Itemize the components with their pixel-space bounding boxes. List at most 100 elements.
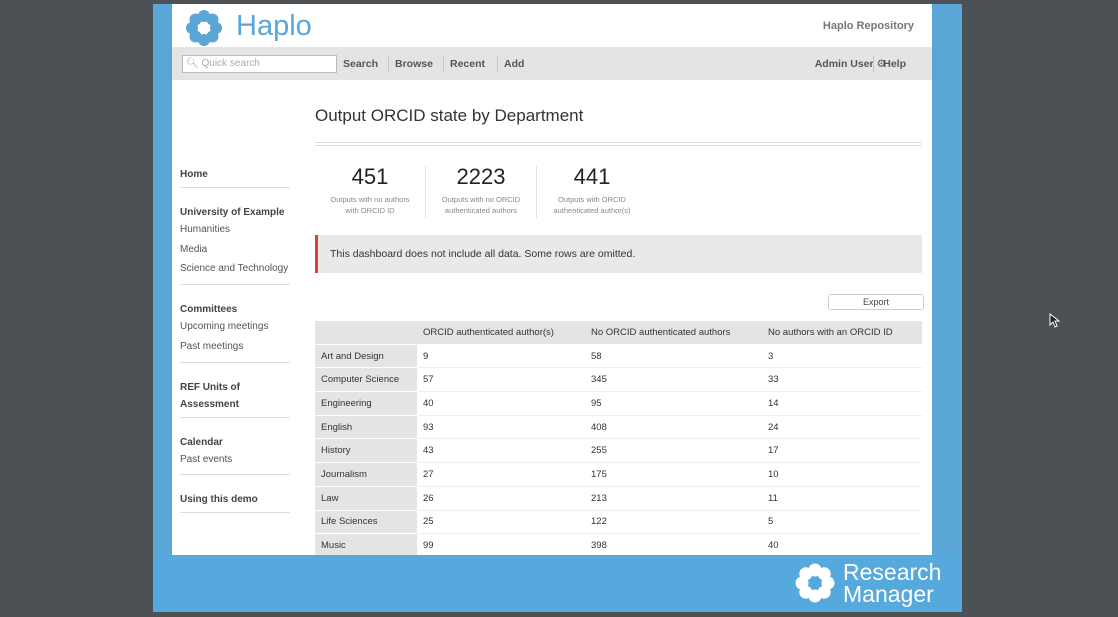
cell: 43 xyxy=(417,438,585,464)
row-label: Art and Design xyxy=(315,344,417,369)
sidebar-heading[interactable]: Home xyxy=(180,169,208,180)
corner-cell xyxy=(315,321,417,345)
row-label: History xyxy=(315,438,417,464)
separator xyxy=(388,55,389,73)
separator xyxy=(443,55,444,73)
sidebar-divider xyxy=(180,284,290,286)
row-label: Computer Science xyxy=(315,367,417,393)
brand-text: Research xyxy=(843,559,942,585)
sidebar-link[interactable]: Past meetings xyxy=(180,340,244,352)
table-row: Art and Design 9 58 3 xyxy=(315,344,922,369)
cell: 122 xyxy=(585,510,762,535)
cell: 25 xyxy=(417,510,585,535)
cell: 57 xyxy=(417,367,585,393)
stat-label: Outputs with no ORCID authenticated auth… xyxy=(441,195,521,215)
header-row: ORCID authenticated author(s) No ORCID au… xyxy=(315,321,922,345)
table-row: Computer Science 57 345 33 xyxy=(315,367,922,393)
sidebar-divider xyxy=(180,187,290,188)
cell: 95 xyxy=(585,391,762,416)
sidebar-link[interactable]: Science and Technology xyxy=(180,263,289,275)
cell: 3 xyxy=(762,344,922,369)
column-header: No ORCID authenticated authors xyxy=(585,321,762,345)
cell: 11 xyxy=(762,486,922,511)
notice: This dashboard does not include all data… xyxy=(315,235,922,273)
cell: 175 xyxy=(585,462,762,487)
stat-value: 451 xyxy=(351,164,389,189)
stat-divider xyxy=(536,166,537,218)
row-label: Law xyxy=(315,486,417,511)
nav-link[interactable]: Browse xyxy=(395,58,433,70)
sidebar-link[interactable]: Upcoming meetings xyxy=(180,321,269,333)
sidebar-link[interactable]: Humanities xyxy=(180,224,231,235)
export-button[interactable]: Export xyxy=(828,294,924,310)
rule xyxy=(315,145,922,146)
stat-label: Outputs with ORCID authenticated author(… xyxy=(553,195,631,215)
user-name: Admin User xyxy=(814,58,874,70)
cell: 5 xyxy=(762,510,922,535)
sidebar-divider xyxy=(180,512,290,514)
header: Haplo Haplo Repository xyxy=(172,4,932,47)
sidebar-heading[interactable]: Calendar xyxy=(180,436,223,448)
data-table: ORCID authenticated author(s) No ORCID au… xyxy=(315,321,922,555)
cell: 17 xyxy=(762,438,922,464)
cell: 398 xyxy=(585,533,762,555)
row-label: Journalism xyxy=(315,462,417,487)
nav-link[interactable]: Add xyxy=(504,58,525,70)
footer-logo-icon xyxy=(795,563,835,603)
row-label: Engineering xyxy=(315,391,417,416)
rule xyxy=(315,142,922,143)
sidebar-heading[interactable]: Committees xyxy=(180,304,238,316)
cell: 213 xyxy=(585,486,762,511)
mouse-cursor xyxy=(1049,313,1061,328)
sidebar-divider xyxy=(180,474,290,476)
brand-text: Manager xyxy=(843,581,934,607)
nav-link[interactable]: Recent xyxy=(450,58,486,70)
table-row: Engineering 40 95 14 xyxy=(315,391,922,416)
nav-link[interactable]: Search xyxy=(343,58,379,70)
cell: 40 xyxy=(417,391,585,416)
stat: 451 Outputs with no authors with ORCID ID xyxy=(315,164,425,216)
cell: 345 xyxy=(585,367,762,393)
sidebar-heading[interactable]: Using this demo xyxy=(180,494,258,506)
sidebar-heading[interactable]: REF Units of Assessment xyxy=(180,381,240,410)
quick-search[interactable]: 🔍︎ Quick search xyxy=(182,55,337,73)
stat: 441 Outputs with ORCID authenticated auth… xyxy=(537,164,647,216)
sidebar-divider xyxy=(180,416,290,418)
cell: 255 xyxy=(585,438,762,464)
row-label: English xyxy=(315,415,417,440)
table-row: History 43 255 17 xyxy=(315,438,922,464)
help-link[interactable]: Help xyxy=(883,58,906,70)
column-header: No authors with an ORCID ID xyxy=(762,321,922,345)
repository-name: Haplo Repository xyxy=(822,20,914,32)
search-placeholder: Quick search xyxy=(201,58,260,69)
cell: 9 xyxy=(417,344,585,369)
cell: 24 xyxy=(762,415,922,440)
sidebar-heading[interactable]: University of Example xyxy=(180,207,285,218)
cell: 10 xyxy=(762,462,922,487)
page-title: Output ORCID state by Department xyxy=(315,106,584,125)
page: Haplo Haplo Repository 🔍︎ Quick search A… xyxy=(172,4,932,555)
admin-user[interactable]: Admin User ⚙ xyxy=(814,58,886,70)
footer-band: Research Manager xyxy=(153,555,962,612)
table-row: Music 99 398 40 xyxy=(315,533,922,555)
cell: 93 xyxy=(417,415,585,440)
separator xyxy=(873,55,874,73)
cell: 99 xyxy=(417,533,585,555)
table-row: Life Sciences 25 122 5 xyxy=(315,510,922,535)
stat-value: 441 xyxy=(573,164,611,189)
cell: 58 xyxy=(585,344,762,369)
logo[interactable]: Haplo xyxy=(236,10,312,42)
row-label: Music xyxy=(315,533,417,555)
sidebar-link[interactable]: Media xyxy=(180,243,208,255)
separator xyxy=(497,55,498,73)
table-row: English 93 408 24 xyxy=(315,415,922,440)
stat: 2223 Outputs with no ORCID authenticated … xyxy=(426,164,536,216)
column-header: ORCID authenticated author(s) xyxy=(417,321,585,345)
stat-value: 2223 xyxy=(456,164,506,189)
sidebar-link[interactable]: Past events xyxy=(180,453,233,465)
logo-icon xyxy=(186,10,222,46)
nav-bar: 🔍︎ Quick search Admin User ⚙ Help Search… xyxy=(172,47,932,80)
cell: 27 xyxy=(417,462,585,487)
table-row: Law 26 213 11 xyxy=(315,486,922,511)
